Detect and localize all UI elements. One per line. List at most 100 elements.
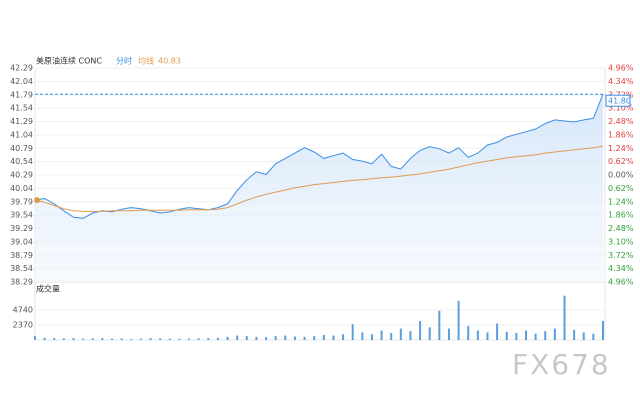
volume-bar — [457, 300, 460, 340]
volume-bar — [467, 326, 470, 340]
y-tick-label: 41.29 — [10, 117, 33, 126]
y-tick-label: 39.04 — [10, 237, 33, 246]
volume-bar — [332, 335, 335, 340]
volume-bar — [322, 334, 325, 340]
volume-bar — [380, 330, 383, 340]
start-dot — [34, 197, 40, 204]
y-tick-label: 38.79 — [10, 251, 33, 260]
volume-bar — [553, 328, 556, 340]
y-tick-label: 42.04 — [10, 77, 33, 86]
volume-bar — [496, 323, 499, 340]
volume-bar — [428, 327, 431, 340]
y-tick-label: 39.79 — [10, 197, 33, 206]
y-tick-label: 39.29 — [10, 224, 33, 233]
last-price-label: 41.80 — [608, 97, 631, 106]
volume-bar — [351, 324, 354, 340]
y2-tick-label: 4.34% — [608, 264, 634, 273]
volume-bar — [130, 339, 133, 340]
y2-tick-label: 2.48% — [608, 117, 634, 126]
legend-average: 均线 — [138, 56, 154, 66]
y-tick-label: 40.54 — [10, 157, 33, 166]
y2-tick-label: 1.86% — [608, 211, 634, 220]
volume-bar — [505, 331, 508, 340]
y2-tick-label: 0.62% — [608, 184, 634, 193]
y2-tick-label: 4.96% — [608, 278, 634, 287]
y2-tick-label: 1.24% — [608, 197, 634, 206]
y-tick-label: 42.29 — [10, 64, 33, 73]
volume-bar — [399, 328, 402, 340]
volume-bar — [274, 336, 277, 340]
y2-tick-label: 0.62% — [608, 157, 634, 166]
average-line — [34, 145, 604, 212]
volume-bar — [361, 332, 364, 340]
volume-bar — [34, 336, 36, 340]
volume-bar — [303, 336, 306, 340]
volume-bar — [178, 338, 181, 340]
y-tick-label: 41.79 — [10, 90, 33, 99]
price-area — [35, 94, 603, 282]
volume-bar — [370, 334, 373, 340]
volume-bar — [91, 338, 94, 340]
average-last: 40.83 — [158, 57, 181, 66]
y-tick-label: 40.04 — [10, 184, 33, 193]
volume-bar — [515, 333, 518, 340]
volume-bar — [62, 338, 65, 340]
volume-tick-label: 4740 — [13, 306, 33, 315]
chart-title: 美原油连续 CONC — [36, 56, 102, 66]
volume-bar — [573, 329, 576, 340]
volume-bar — [197, 338, 200, 340]
volume-bar — [53, 338, 56, 340]
volume-bar — [139, 338, 142, 340]
volume-bar — [207, 338, 210, 340]
volume-bar — [409, 331, 412, 340]
volume-bar — [342, 334, 345, 340]
volume-bar — [255, 336, 258, 340]
volume-label: 成交量 — [36, 284, 60, 294]
volume-bar — [111, 338, 114, 340]
volume-tick-label: 2370 — [13, 321, 33, 330]
volume-bar — [582, 332, 585, 340]
volume-bar — [524, 330, 527, 340]
volume-bar — [120, 338, 123, 340]
last-price-box — [605, 94, 631, 107]
volume-bar — [82, 338, 85, 340]
y2-tick-label: 4.34% — [608, 77, 634, 86]
y-tick-label: 38.54 — [10, 264, 33, 273]
volume-bar — [101, 338, 104, 340]
volume-bar — [72, 338, 75, 340]
y-tick-label: 41.54 — [10, 104, 33, 113]
volume-bar — [602, 321, 604, 340]
volume-bar — [265, 337, 268, 340]
volume-bar — [43, 337, 46, 340]
y2-tick-label: 0.00% — [608, 171, 634, 180]
volume-bar — [168, 338, 171, 340]
volume-bar — [486, 332, 489, 340]
y2-tick-label: 3.72% — [608, 251, 634, 260]
y2-tick-label: 4.96% — [608, 64, 634, 73]
y-tick-label: 40.29 — [10, 171, 33, 180]
y-tick-label: 40.79 — [10, 144, 33, 153]
volume-bar — [159, 338, 162, 340]
y-tick-label: 39.54 — [10, 211, 33, 220]
volume-bar — [284, 335, 287, 340]
y2-tick-label: 1.86% — [608, 130, 634, 139]
volume-bar — [447, 328, 450, 340]
volume-bar — [216, 337, 219, 340]
volume-bar — [245, 336, 248, 340]
y2-tick-label: 3.10% — [608, 104, 634, 113]
volume-bar — [226, 336, 229, 340]
volume-bar — [476, 330, 479, 340]
volume-bar — [534, 333, 537, 340]
volume-bar — [149, 338, 152, 340]
y2-tick-label: 3.10% — [608, 237, 634, 246]
volume-bar — [390, 333, 393, 340]
volume-bar — [236, 335, 239, 340]
legend-price: 分时 — [116, 56, 132, 66]
volume-bar — [293, 336, 296, 340]
volume-bar — [313, 336, 316, 340]
volume-bar — [563, 295, 566, 340]
y2-tick-label: 2.48% — [608, 224, 634, 233]
price-line — [34, 94, 604, 219]
watermark: FX678 — [512, 348, 611, 381]
volume-bar — [419, 321, 422, 340]
